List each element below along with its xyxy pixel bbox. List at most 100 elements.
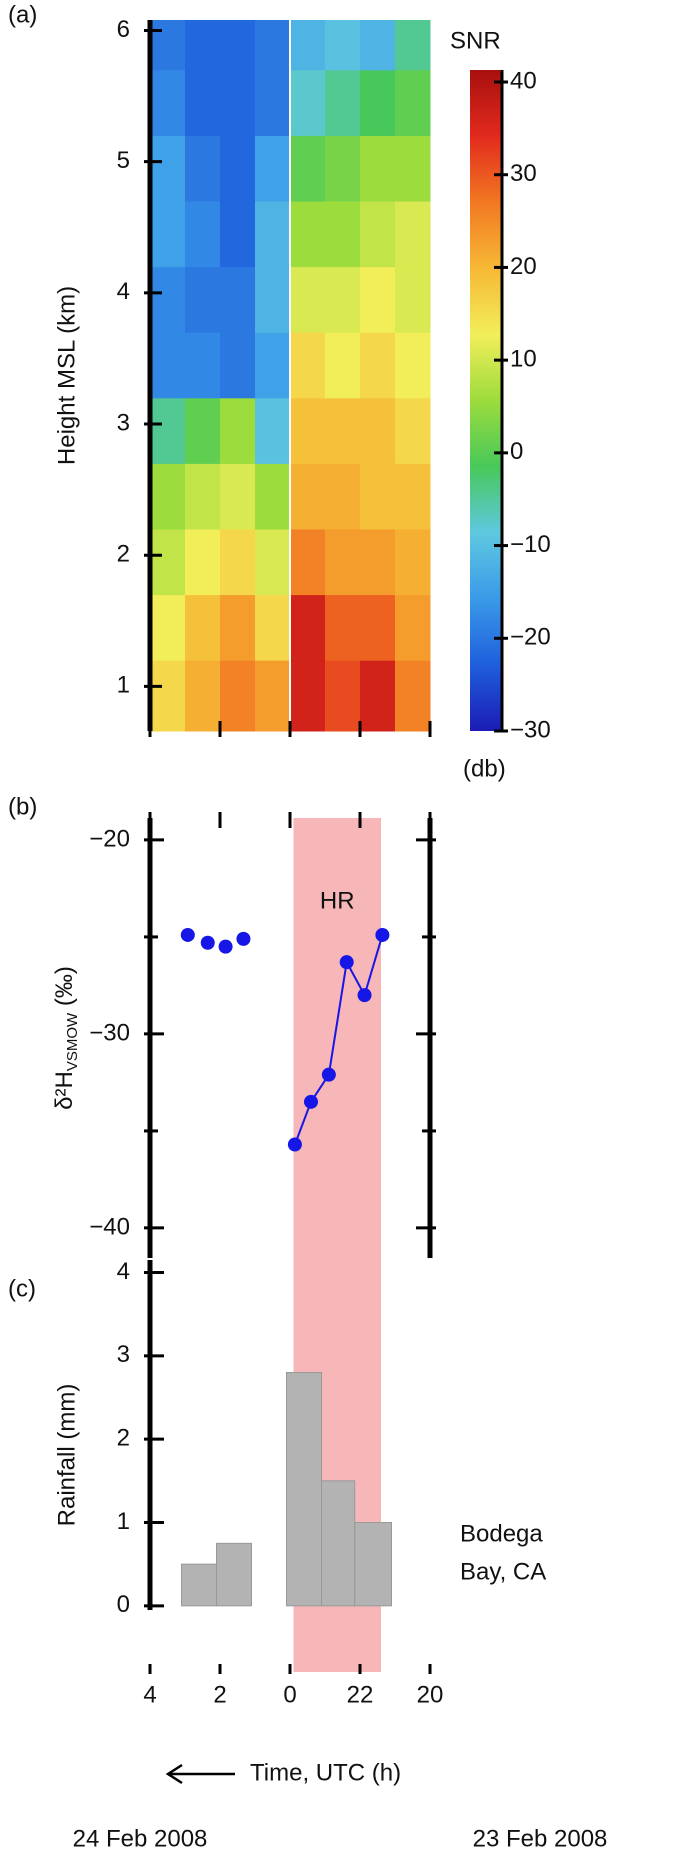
heat-cell (185, 20, 221, 71)
heat-cell (150, 20, 186, 71)
heat-cell (360, 266, 396, 333)
y-tick-label: 3 (117, 409, 130, 436)
heat-cell (325, 135, 361, 202)
colorbar-title: SNR (450, 27, 501, 54)
heat-cell (325, 463, 361, 530)
heat-cell (360, 135, 396, 202)
heat-cell (360, 201, 396, 268)
heat-cell (220, 201, 256, 268)
label-subscript: VSMOW (64, 1012, 81, 1071)
heat-cell (150, 660, 186, 732)
heat-cell (185, 332, 221, 399)
heat-cell (255, 20, 291, 71)
date-label: 23 Feb 2008 (473, 1825, 608, 1852)
heat-cell (150, 69, 186, 136)
colorbar-tick-label: 20 (510, 253, 537, 280)
heat-cell (220, 528, 256, 596)
data-point (200, 935, 215, 950)
heat-cell (360, 397, 396, 464)
heat-cell (150, 528, 186, 596)
heat-cell (325, 397, 361, 464)
y-tick-label: 6 (117, 16, 130, 43)
heat-cell (325, 69, 361, 136)
data-point (180, 927, 195, 942)
heat-cell (360, 528, 396, 596)
y-axis-label: Rainfall (mm) (53, 1384, 80, 1527)
heat-cell (290, 594, 326, 661)
y-tick-label: 3 (117, 1341, 130, 1368)
data-point (287, 1137, 302, 1152)
heat-cell (150, 135, 186, 202)
heat-cell (290, 201, 326, 268)
heat-cell (255, 332, 291, 399)
colorbar-tick-label: −10 (510, 531, 551, 558)
heat-cell (360, 594, 396, 661)
heat-cell (395, 135, 431, 202)
heat-cell (325, 332, 361, 399)
panel-label: (a) (8, 1, 37, 28)
y-axis-label: δ²HVSMOW (‰) (51, 966, 81, 1110)
colorbar-unit: (db) (463, 755, 506, 782)
y-tick-label: 5 (117, 147, 130, 174)
heat-cell (395, 660, 431, 732)
bar (181, 1563, 217, 1607)
heat-cell (290, 397, 326, 464)
heat-cell (395, 266, 431, 333)
heat-cell (220, 332, 256, 399)
data-point (375, 927, 390, 942)
heat-cell (395, 20, 431, 71)
bar (286, 1372, 322, 1607)
heat-cell (290, 266, 326, 333)
heat-cell (395, 594, 431, 661)
x-tick-label: 4 (143, 1681, 156, 1708)
heat-cell (255, 660, 291, 732)
heat-cell (395, 332, 431, 399)
label-unit: (‰) (51, 966, 78, 1013)
site-label: Bodega (460, 1520, 543, 1547)
y-tick-label: 2 (117, 1425, 130, 1452)
heat-cell (220, 266, 256, 333)
heat-cell (150, 332, 186, 399)
y-tick-label: −20 (89, 825, 130, 852)
colorbar (470, 70, 502, 731)
heat-cell (395, 397, 431, 464)
label-main: δ²H (51, 1071, 78, 1110)
colorbar-tick-label: 40 (510, 67, 537, 94)
heat-cell (150, 397, 186, 464)
x-tick-label: 22 (347, 1681, 374, 1708)
heat-cell (395, 528, 431, 596)
series-line (293, 934, 384, 1145)
heat-cell (360, 20, 396, 71)
data-point (357, 988, 372, 1003)
y-axis-label: Height MSL (km) (53, 286, 80, 465)
colorbar-tick-label: −20 (510, 624, 551, 651)
heat-cell (220, 20, 256, 71)
heat-cell (325, 20, 361, 71)
data-point (339, 955, 354, 970)
heat-cell (185, 594, 221, 661)
heat-cell (220, 135, 256, 202)
data-point (304, 1094, 318, 1109)
colorbar-tick-label: 0 (510, 438, 523, 465)
y-tick-label: −40 (89, 1213, 130, 1240)
heat-cell (185, 69, 221, 136)
heat-cell (325, 266, 361, 333)
heat-cell (290, 69, 326, 136)
heat-cell (150, 266, 186, 333)
heat-cell (185, 397, 221, 464)
data-point (321, 1067, 336, 1082)
heat-cell (395, 201, 431, 268)
heat-cell (290, 660, 326, 732)
heat-cell (290, 332, 326, 399)
colorbar-tick-label: 10 (510, 345, 537, 372)
heat-cell (185, 463, 221, 530)
heat-cell (290, 20, 326, 71)
heat-cell (255, 201, 291, 268)
heat-cell (220, 69, 256, 136)
heat-cell (290, 463, 326, 530)
x-axis-label: Time, UTC (h) (250, 1759, 401, 1786)
heat-cell (360, 69, 396, 136)
y-tick-label: 4 (117, 278, 130, 305)
heat-cell (255, 594, 291, 661)
